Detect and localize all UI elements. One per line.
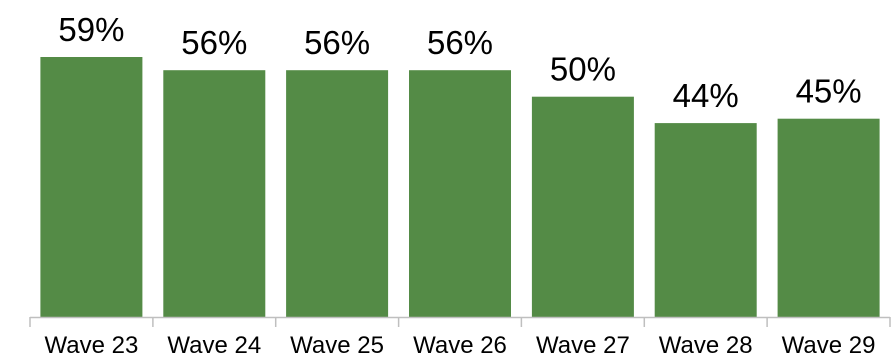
- bars-layer: [40, 57, 880, 317]
- x-axis: [29, 316, 891, 327]
- data-labels-layer: 59% 56% 56% 56% 50% 44% 45%: [58, 11, 861, 114]
- x-tick-label: Wave 26: [413, 332, 507, 359]
- data-label: 44%: [673, 77, 739, 114]
- x-tick-label: Wave 23: [44, 332, 138, 359]
- bar-wave-23: [40, 57, 143, 317]
- data-label: 59%: [58, 11, 124, 48]
- data-label: 56%: [304, 24, 370, 61]
- bar-wave-24: [163, 70, 266, 317]
- bar-wave-26: [409, 70, 511, 317]
- x-tick-labels-layer: Wave 23 Wave 24 Wave 25 Wave 26 Wave 27 Wave …: [44, 332, 875, 359]
- bar-wave-28: [654, 123, 757, 317]
- x-tick-label: Wave 27: [536, 332, 630, 359]
- bar-wave-27: [531, 96, 634, 317]
- x-tick-label: Wave 24: [167, 332, 261, 359]
- x-tick-label: Wave 25: [290, 332, 384, 359]
- data-label: 45%: [796, 73, 862, 110]
- bar-wave-25: [286, 70, 389, 317]
- data-label: 56%: [427, 24, 493, 61]
- data-label: 56%: [181, 24, 247, 61]
- bar-wave-29: [777, 118, 880, 317]
- data-label: 50%: [550, 51, 616, 88]
- x-tick-label: Wave 28: [659, 332, 753, 359]
- x-tick-label: Wave 29: [782, 332, 876, 359]
